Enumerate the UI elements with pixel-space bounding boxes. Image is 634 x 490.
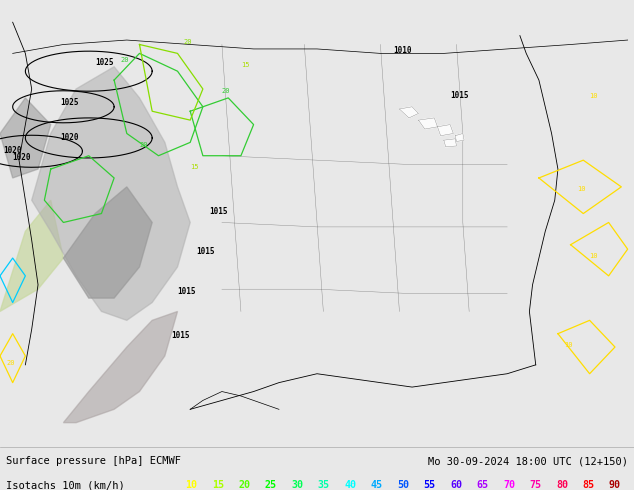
Text: 1015: 1015 — [171, 331, 190, 340]
Text: 1015: 1015 — [197, 246, 215, 256]
Text: 55: 55 — [424, 480, 436, 490]
Text: 10: 10 — [185, 480, 197, 490]
Text: 20: 20 — [222, 88, 230, 95]
Polygon shape — [0, 98, 51, 178]
Text: 1020: 1020 — [13, 153, 31, 162]
Polygon shape — [399, 107, 418, 118]
Text: 20: 20 — [6, 360, 15, 366]
Polygon shape — [418, 118, 437, 129]
Text: Mo 30-09-2024 18:00 UTC (12+150): Mo 30-09-2024 18:00 UTC (12+150) — [428, 456, 628, 466]
Polygon shape — [437, 124, 453, 136]
Text: 15: 15 — [190, 164, 198, 170]
Text: 1020: 1020 — [60, 133, 79, 142]
Text: 10: 10 — [590, 253, 598, 259]
Text: 85: 85 — [583, 480, 595, 490]
Text: 1015: 1015 — [209, 207, 228, 216]
Polygon shape — [32, 67, 190, 320]
Text: 10: 10 — [577, 186, 585, 192]
Text: 60: 60 — [450, 480, 462, 490]
Polygon shape — [63, 187, 152, 298]
Text: 25: 25 — [265, 480, 276, 490]
Text: 1025: 1025 — [95, 57, 113, 67]
Text: 15: 15 — [212, 480, 224, 490]
Polygon shape — [63, 312, 178, 423]
Text: 1025: 1025 — [60, 98, 79, 106]
Text: 1020: 1020 — [3, 147, 22, 155]
Text: 20: 20 — [238, 480, 250, 490]
Text: 20: 20 — [184, 40, 192, 46]
Text: 10: 10 — [590, 93, 598, 99]
Text: 1010: 1010 — [393, 47, 411, 55]
Text: 40: 40 — [344, 480, 356, 490]
Text: 1015: 1015 — [178, 287, 196, 295]
Text: 35: 35 — [318, 480, 330, 490]
Text: Surface pressure [hPa] ECMWF: Surface pressure [hPa] ECMWF — [6, 456, 181, 466]
Text: 15: 15 — [241, 62, 249, 68]
Text: 30: 30 — [291, 480, 303, 490]
Text: 80: 80 — [556, 480, 568, 490]
Text: 50: 50 — [397, 480, 409, 490]
Polygon shape — [0, 200, 63, 312]
Text: 10: 10 — [564, 342, 573, 348]
Polygon shape — [444, 139, 456, 147]
Text: 90: 90 — [609, 480, 621, 490]
Text: 1015: 1015 — [450, 91, 469, 100]
Text: 70: 70 — [503, 480, 515, 490]
Text: 75: 75 — [529, 480, 541, 490]
Polygon shape — [455, 133, 464, 142]
Text: Isotachs 10m (km/h): Isotachs 10m (km/h) — [6, 480, 125, 490]
Text: 20: 20 — [120, 57, 129, 63]
Text: 20: 20 — [139, 142, 148, 148]
Text: 45: 45 — [371, 480, 383, 490]
Text: 65: 65 — [477, 480, 489, 490]
